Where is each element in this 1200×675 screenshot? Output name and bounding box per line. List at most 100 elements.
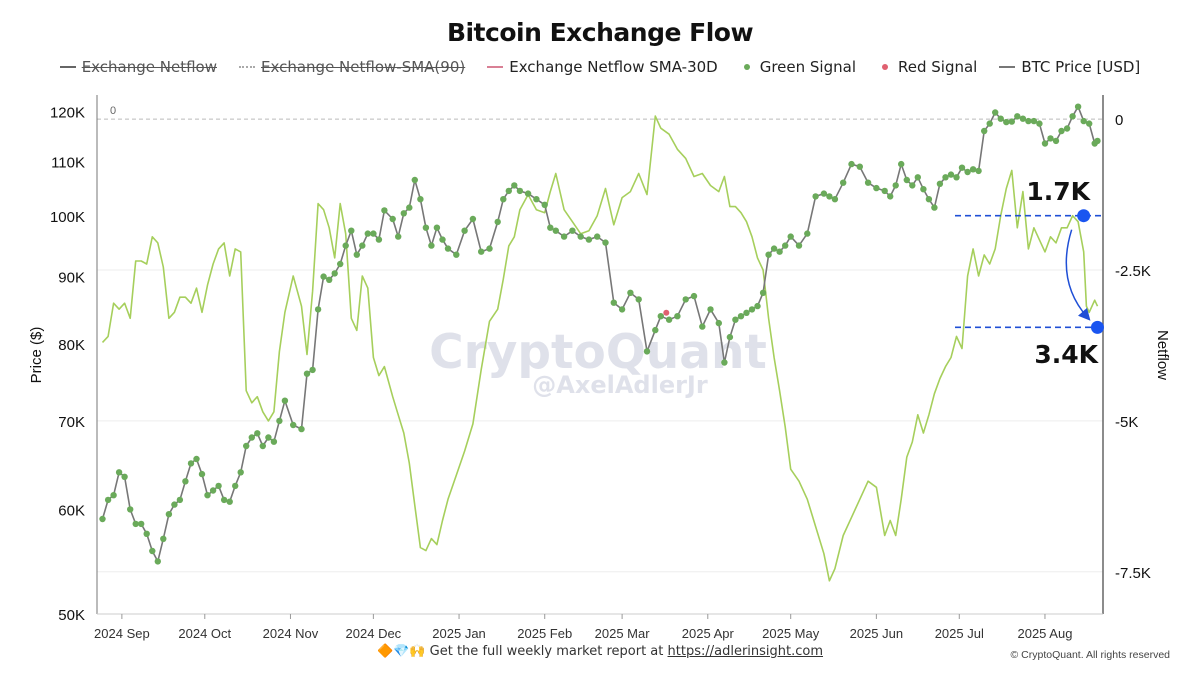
x-tick-label: 2025 Feb	[517, 626, 572, 641]
legend-item[interactable]: BTC Price [USD]	[999, 58, 1140, 76]
green-signal-dot	[187, 460, 195, 467]
green-signal-dot	[422, 224, 430, 231]
green-signal-dot	[914, 174, 921, 181]
green-signal-dot	[936, 180, 944, 187]
green-signal-dot	[887, 193, 894, 200]
green-signal-dot	[461, 227, 468, 234]
green-signal-dot	[873, 184, 880, 192]
legend: Exchange Netflow Exchange Netflow-SMA(90)…	[0, 58, 1200, 76]
green-signal-dot	[947, 171, 955, 178]
y-right-axis-title: Netflow	[1154, 330, 1171, 380]
y-left-tick-label: 80K	[58, 337, 85, 354]
green-signal-dot	[395, 233, 402, 240]
x-tick-label: 2024 Nov	[263, 626, 319, 641]
green-signal-dot	[674, 313, 681, 320]
green-signal-dot	[193, 455, 200, 463]
y-right-tick-label: -5K	[1115, 414, 1138, 431]
green-signal-dot	[226, 498, 233, 505]
green-signal-dot	[444, 245, 452, 252]
y-left-tick-label: 100K	[50, 209, 85, 226]
green-signal-dot	[516, 187, 524, 195]
green-signal-dot	[635, 296, 642, 303]
green-signal-dot	[439, 236, 446, 243]
green-signal-dot	[848, 160, 855, 168]
legend-line-icon	[487, 66, 504, 68]
green-signal-dot	[812, 193, 819, 200]
green-signal-dot	[182, 478, 189, 485]
green-signal-dot	[997, 115, 1004, 122]
green-signal-dot	[925, 196, 933, 203]
green-signal-dot	[248, 434, 255, 441]
green-signal-dot	[309, 366, 316, 374]
green-signal-dot	[331, 270, 338, 277]
green-signal-dot	[176, 496, 184, 504]
green-signal-dot	[290, 421, 297, 429]
green-signal-dot	[406, 204, 413, 211]
green-signal-dot	[115, 469, 123, 476]
green-signal-dot	[820, 190, 828, 197]
green-signal-dot	[1094, 137, 1101, 145]
green-signal-dot	[370, 230, 377, 237]
green-signal-dot	[541, 201, 548, 208]
green-signal-dot	[964, 168, 971, 176]
green-signal-dot	[381, 207, 388, 214]
green-signal-dot	[99, 515, 106, 523]
green-signal-dot	[682, 296, 689, 303]
legend-line-icon	[59, 66, 76, 68]
footer-text: Get the full weekly market report at	[429, 644, 664, 659]
green-signal-dot	[1014, 113, 1021, 120]
footer-link[interactable]: https://adlerinsight.com	[667, 644, 824, 659]
green-signal-dot	[931, 204, 938, 211]
green-signal-dot	[782, 242, 789, 249]
red-signal-dot	[663, 309, 670, 316]
chart-title: Bitcoin Exchange Flow	[446, 18, 754, 47]
annotation-arrow	[1065, 229, 1091, 321]
y-left-tick-label: 60K	[58, 502, 85, 519]
green-signal-dot	[748, 306, 756, 313]
green-signal-dot	[975, 167, 982, 175]
green-signal-dot	[1080, 117, 1087, 125]
y-right-tick-label: -7.5K	[1115, 565, 1151, 582]
green-signal-dot	[165, 511, 173, 518]
green-signal-dot	[981, 127, 988, 135]
x-tick-label: 2025 Mar	[595, 626, 651, 641]
green-signal-dot	[478, 248, 485, 255]
green-signal-dot	[265, 434, 272, 441]
green-signal-dot	[627, 289, 634, 296]
zero-line-label: 0	[110, 105, 116, 117]
green-signal-dot	[1058, 127, 1065, 135]
green-signal-dot	[154, 558, 161, 565]
green-signal-dot	[831, 196, 839, 203]
green-signal-dot	[303, 370, 311, 377]
y-left-tick-label: 90K	[58, 270, 85, 287]
green-signal-dot	[215, 482, 222, 490]
legend-item[interactable]: Green Signal	[740, 58, 856, 76]
green-signal-dot	[737, 313, 745, 320]
green-signal-dot	[486, 245, 493, 252]
legend-line-icon	[999, 66, 1016, 68]
green-signal-dot	[577, 233, 584, 240]
green-signal-dot	[337, 260, 344, 268]
green-signal-dot	[143, 530, 150, 537]
green-signal-dot	[770, 245, 778, 252]
green-signal-dot	[776, 248, 783, 255]
green-signal-dot	[359, 242, 366, 249]
green-signal-dot	[1025, 117, 1032, 125]
green-signal-dot	[585, 236, 593, 243]
legend-item[interactable]: Exchange Netflow	[59, 58, 217, 76]
x-tick-label: 2025 May	[762, 626, 820, 641]
green-signal-dot	[1003, 118, 1010, 126]
legend-item[interactable]: Exchange Netflow SMA-30D	[487, 58, 718, 76]
green-signal-dot	[364, 230, 371, 237]
green-signal-dot	[149, 547, 156, 555]
green-signal-dot	[726, 333, 734, 341]
green-signal-dot	[138, 520, 145, 528]
legend-item[interactable]: Exchange Netflow-SMA(90)	[239, 58, 465, 76]
legend-item[interactable]: Red Signal	[878, 58, 977, 76]
green-signal-dot	[699, 323, 706, 330]
green-signal-dot	[389, 215, 396, 223]
green-signal-dot	[610, 299, 617, 306]
green-signal-dot	[652, 326, 659, 334]
green-signal-dot	[511, 182, 518, 189]
y-left-tick-label: 50K	[58, 607, 85, 624]
